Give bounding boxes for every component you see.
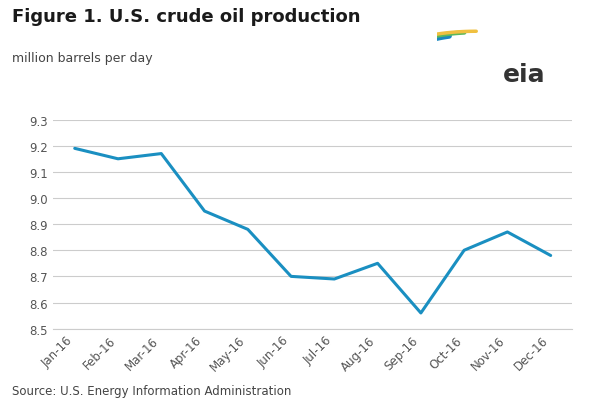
Text: eia: eia <box>503 63 546 87</box>
Text: Figure 1. U.S. crude oil production: Figure 1. U.S. crude oil production <box>12 8 360 26</box>
Text: million barrels per day: million barrels per day <box>12 52 152 65</box>
Text: Source: U.S. Energy Information Administration: Source: U.S. Energy Information Administ… <box>12 384 291 397</box>
